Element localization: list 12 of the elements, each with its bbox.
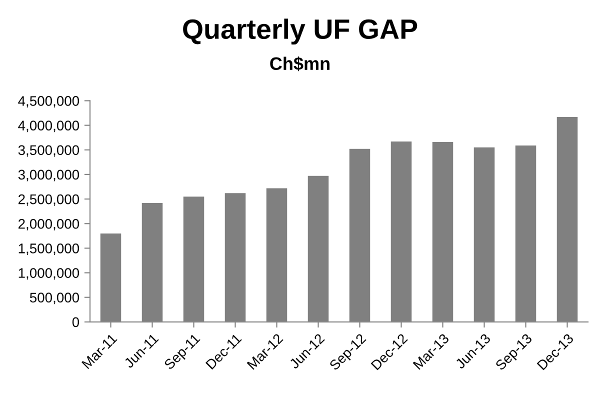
y-tick-label: 0 (72, 317, 80, 328)
y-tick-label: 500,000 (30, 292, 80, 304)
chart-title: Quarterly UF GAP (183, 18, 418, 45)
y-tick-label: 1,000,000 (18, 268, 80, 280)
chart-subtitle: Ch$mn (270, 56, 330, 72)
y-tick-label: 4,000,000 (18, 120, 80, 132)
y-tick-label: 4,500,000 (18, 96, 80, 108)
y-tick-label: 3,000,000 (18, 170, 80, 182)
y-tick-label: 3,500,000 (18, 145, 80, 157)
y-tick-label: 1,500,000 (18, 244, 80, 255)
y-tick-label: 2,000,000 (18, 218, 80, 230)
y-tick-label: 2,500,000 (18, 194, 80, 206)
